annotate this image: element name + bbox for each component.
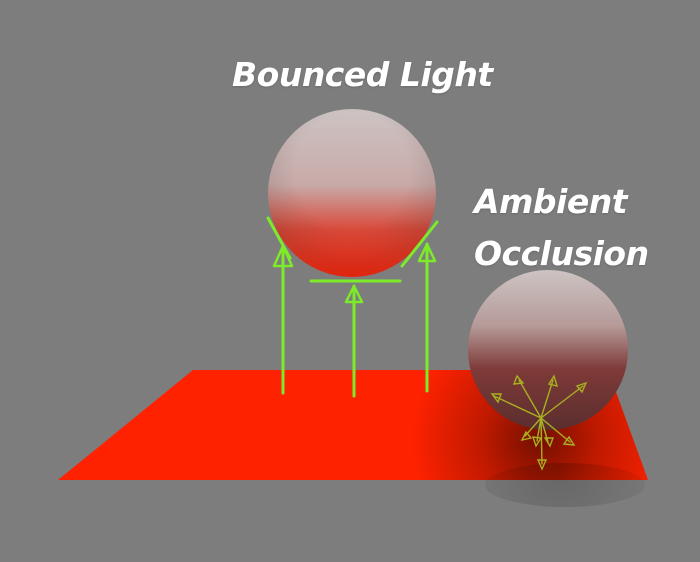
- ambient-occlusion-label: Ambient Occlusion: [474, 176, 649, 280]
- ambient-occlusion-label-line2: Occlusion: [474, 234, 649, 273]
- ambient-occlusion-label-line1: Ambient: [474, 182, 628, 221]
- tangent-right: [400, 220, 439, 268]
- tangent-left: [266, 216, 292, 260]
- bounced-light-label: Bounced Light: [232, 55, 493, 94]
- bounced-light-arrows: [266, 216, 439, 398]
- occlusion-shadow-outer: [485, 463, 645, 507]
- occlusion-rays: [490, 374, 588, 471]
- bounced-light-sphere: [268, 109, 436, 277]
- ambient-occlusion-sphere: [468, 270, 628, 430]
